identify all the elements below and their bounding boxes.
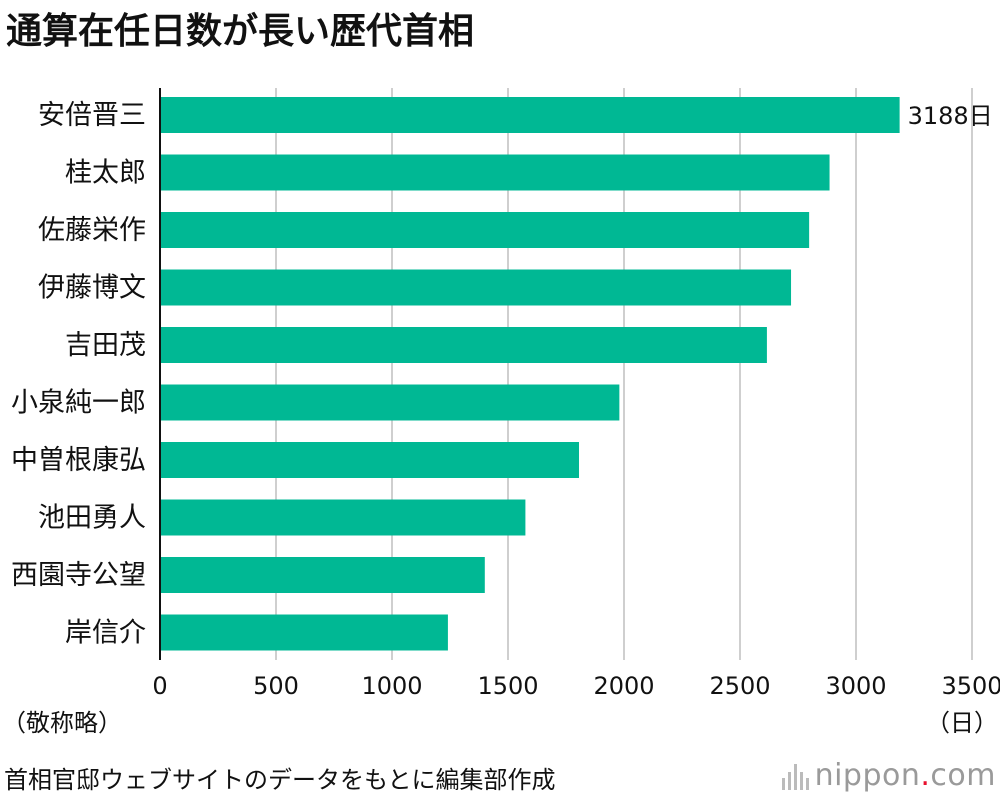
unit-note: （日） bbox=[926, 709, 998, 737]
nippon-logo: nippon.com bbox=[781, 758, 996, 793]
category-label: 池田勇人 bbox=[38, 503, 146, 534]
bar bbox=[160, 97, 900, 133]
tick-label: 3000 bbox=[825, 672, 886, 700]
category-label: 小泉純一郎 bbox=[11, 388, 146, 419]
logo-mark-icon bbox=[781, 762, 809, 790]
tick-label: 0 bbox=[152, 672, 167, 700]
tick-labels: 0 500 1000 1500 2000 2500 3000 3500 bbox=[152, 672, 1000, 700]
bar bbox=[160, 384, 620, 421]
annotations: 3188日 bbox=[908, 102, 993, 130]
bar-chart: 安倍晋三桂太郎佐藤栄作伊藤博文吉田茂小泉純一郎中曽根康弘池田勇人西園寺公望岸信介… bbox=[11, 88, 1000, 700]
bar bbox=[160, 212, 810, 248]
category-label: 岸信介 bbox=[65, 618, 146, 649]
bar bbox=[160, 557, 485, 593]
category-label: 安倍晋三 bbox=[38, 100, 146, 131]
category-label: 中曽根康弘 bbox=[11, 445, 146, 476]
tick-label: 1500 bbox=[477, 672, 538, 700]
bar bbox=[160, 442, 579, 478]
category-label: 桂太郎 bbox=[65, 158, 146, 189]
tick-label: 3500 bbox=[941, 672, 1000, 700]
tick-label: 2500 bbox=[709, 672, 770, 700]
bar bbox=[160, 154, 830, 191]
category-label: 吉田茂 bbox=[65, 330, 146, 361]
tick-label: 1000 bbox=[361, 672, 422, 700]
bar bbox=[160, 327, 767, 363]
chart-title: 通算在任日数が長い歴代首相 bbox=[6, 11, 475, 52]
bars bbox=[160, 97, 900, 651]
logo-text: nippon.com bbox=[814, 758, 996, 793]
source-note: 首相官邸ウェブサイトのデータをもとに編集部作成 bbox=[4, 766, 556, 794]
category-label: 西園寺公望 bbox=[11, 560, 146, 591]
tick-label: 500 bbox=[253, 672, 299, 700]
bar bbox=[160, 614, 448, 651]
tick-label: 2000 bbox=[593, 672, 654, 700]
data-label: 3188日 bbox=[908, 102, 993, 130]
category-label: 佐藤栄作 bbox=[38, 215, 146, 246]
bar bbox=[160, 499, 526, 536]
honorific-note: （敬称略） bbox=[2, 709, 122, 737]
category-label: 伊藤博文 bbox=[38, 273, 146, 304]
bar bbox=[160, 269, 792, 306]
